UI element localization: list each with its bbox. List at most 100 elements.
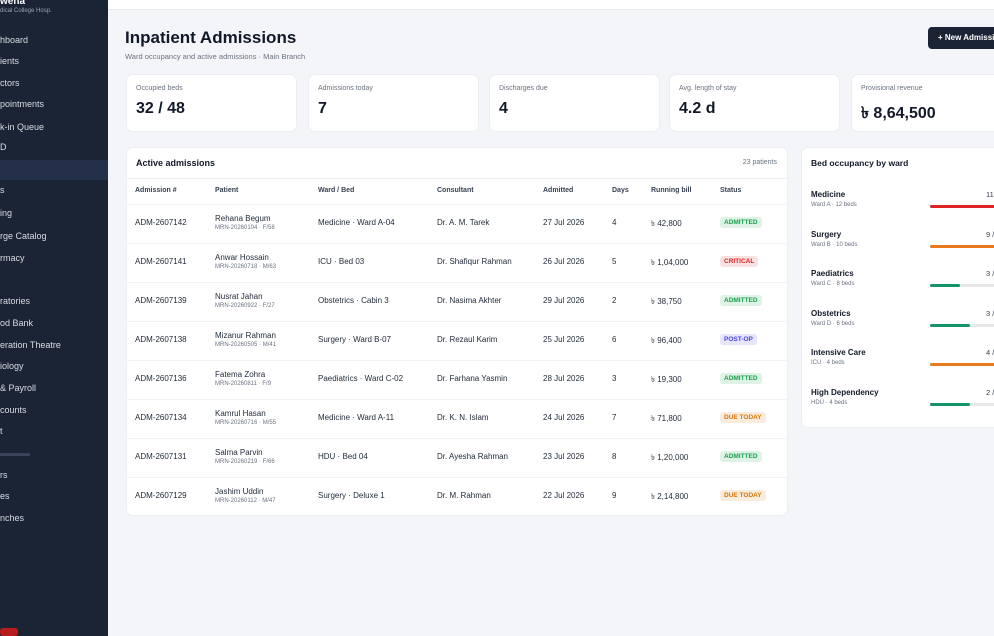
- kpi-label: Discharges due: [499, 85, 548, 92]
- cell-bill: ৳ 38,750: [651, 297, 682, 306]
- kpi-label: Admissions today: [318, 85, 373, 92]
- nav-item[interactable]: eration Theatre: [0, 340, 61, 350]
- status-pill: ADMITTED: [720, 295, 762, 306]
- nav-item[interactable]: t: [0, 426, 3, 436]
- cell-bill: ৳ 1,20,000: [651, 453, 689, 462]
- bar-fill: [930, 323, 970, 327]
- cell-id: ADM-2607134: [135, 413, 187, 422]
- cell-id: ADM-2607141: [135, 257, 187, 266]
- status-pill: DUE TODAY: [720, 490, 766, 501]
- cell-mrn: MRN-20260219 · F/66: [215, 459, 275, 465]
- nav-item[interactable]: es: [0, 491, 10, 501]
- cell-mrn: MRN-20260718 · M/63: [215, 264, 277, 270]
- nav-item[interactable]: ratories: [0, 296, 31, 306]
- section-divider: [0, 453, 30, 456]
- cell-id: ADM-2607142: [135, 218, 187, 227]
- ward-count: 9 / 10: [986, 229, 994, 239]
- nav-item[interactable]: D: [0, 142, 7, 152]
- bar-fill: [930, 244, 994, 248]
- badge: [0, 628, 18, 636]
- column-header: Admission #: [135, 187, 177, 194]
- cell-admitted: 24 Jul 2026: [543, 413, 585, 422]
- nav-item[interactable]: & Payroll: [0, 383, 37, 393]
- cell-ward: Medicine · Ward A-04: [318, 218, 395, 227]
- row-divider: [127, 438, 787, 439]
- kpi-card: Avg. length of stay 4.2 d: [670, 75, 839, 131]
- active-highlight: [0, 160, 108, 180]
- nav-item[interactable]: ctors: [0, 78, 20, 88]
- cell-mrn: MRN-20260922 · F/27: [215, 303, 275, 309]
- cell-days: 4: [612, 218, 617, 227]
- row-divider: [127, 477, 787, 478]
- row-divider: [127, 243, 787, 244]
- column-header: Admitted: [543, 187, 574, 194]
- cell-patient: Rehana Begum: [215, 214, 271, 223]
- brand-sub: dical College Hosp.: [0, 8, 52, 14]
- nav-item[interactable]: ing: [0, 208, 13, 218]
- cell-id: ADM-2607139: [135, 296, 187, 305]
- cell-ward: Surgery · Deluxe 1: [318, 491, 385, 500]
- cell-mrn: MRN-20260505 · M/41: [215, 342, 277, 348]
- table-title: Active admissions: [136, 158, 216, 168]
- column-header: Consultant: [437, 187, 474, 194]
- cell-admitted: 27 Jul 2026: [543, 218, 585, 227]
- cell-bill: ৳ 96,400: [651, 336, 682, 345]
- cell-ward: Medicine · Ward A-11: [318, 413, 395, 422]
- column-header: Ward / Bed: [318, 187, 355, 194]
- kpi-value: 4: [499, 100, 508, 117]
- cell-admitted: 26 Jul 2026: [543, 257, 585, 266]
- cell-bill: ৳ 1,04,000: [651, 258, 689, 267]
- nav-item[interactable]: nches: [0, 513, 25, 523]
- nav-item[interactable]: od Bank: [0, 318, 34, 328]
- kpi-value: 7: [318, 100, 327, 117]
- kpi-value: ৳ 8,64,500: [861, 105, 936, 122]
- nav-item[interactable]: ients: [0, 56, 20, 66]
- cell-patient: Fatema Zohra: [215, 370, 266, 379]
- nav-item[interactable]: pointments: [0, 99, 45, 109]
- row-divider: [127, 399, 787, 400]
- cell-patient: Salma Parvin: [215, 448, 263, 457]
- ward-sub: Ward B · 10 beds: [811, 241, 858, 248]
- cell-admitted: 29 Jul 2026: [543, 296, 585, 305]
- cell-patient: Mizanur Rahman: [215, 331, 276, 340]
- occupancy-card: Bed occupancy by ward Medicine Ward A · 1…: [802, 148, 994, 427]
- cell-patient: Nusrat Jahan: [215, 292, 263, 301]
- cell-mrn: MRN-20260811 · F/9: [215, 381, 271, 387]
- column-header: Status: [720, 187, 742, 194]
- ward-name: Obstetrics: [811, 308, 851, 318]
- bar-fill: [930, 402, 970, 406]
- kpi-card: Admissions today 7: [309, 75, 478, 131]
- cell-bill: ৳ 19,300: [651, 375, 682, 384]
- nav-item[interactable]: iology: [0, 361, 24, 371]
- nav-item[interactable]: rs: [0, 470, 8, 480]
- nav-item[interactable]: rge Catalog: [0, 231, 47, 241]
- cell-id: ADM-2607129: [135, 491, 187, 500]
- occupancy-title: Bed occupancy by ward: [811, 158, 909, 168]
- nav-item[interactable]: k-in Queue: [0, 122, 45, 132]
- cell-bill: ৳ 2,14,800: [651, 492, 689, 501]
- column-header: Running bill: [651, 187, 692, 194]
- status-pill: POST-OP: [720, 334, 757, 345]
- cell-ward: Surgery · Ward B-07: [318, 335, 392, 344]
- nav-item[interactable]: counts: [0, 405, 27, 415]
- kpi-label: Avg. length of stay: [679, 85, 737, 92]
- new-admission-button[interactable]: + New Admission: [928, 27, 994, 49]
- row-divider: [127, 204, 787, 205]
- ward-name: Medicine: [811, 190, 846, 199]
- bar-track: [930, 284, 994, 287]
- cell-mrn: MRN-20260104 · F/58: [215, 225, 275, 231]
- row-divider: [127, 282, 787, 283]
- admissions-card: Active admissions 23 patients Admission …: [127, 148, 787, 515]
- status-pill: ADMITTED: [720, 451, 762, 462]
- page-title: Inpatient Admissions: [125, 28, 297, 47]
- cell-consultant: Dr. Nasima Akhter: [437, 296, 502, 305]
- cell-consultant: Dr. M. Rahman: [437, 491, 491, 500]
- nav-item[interactable]: hboard: [0, 35, 29, 45]
- nav-item[interactable]: rmacy: [0, 253, 25, 263]
- nav-item[interactable]: s: [0, 185, 5, 195]
- cell-consultant: Dr. K. N. Islam: [437, 413, 489, 422]
- kpi-label: Occupied beds: [136, 85, 183, 92]
- cell-mrn: MRN-20260112 · M/47: [215, 498, 276, 504]
- ward-count: 11 / 12: [986, 190, 994, 199]
